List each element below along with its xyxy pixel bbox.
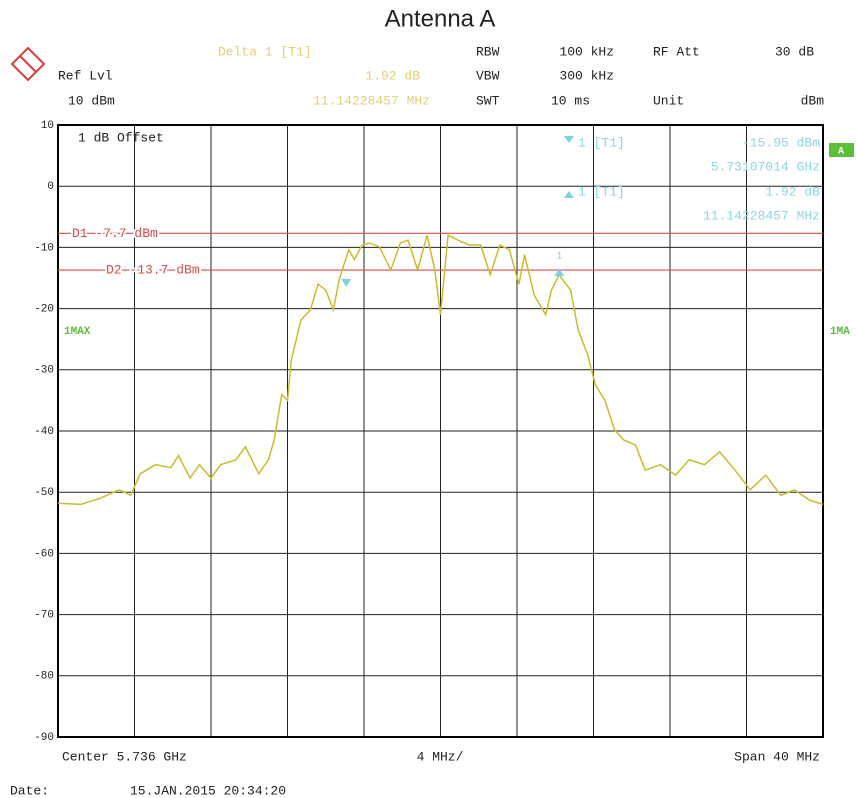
- y-tick-label: -80: [34, 671, 54, 683]
- marker-level: -15.95 dBm: [742, 135, 820, 150]
- delta-marker-freq: 11.14228457 MHz: [703, 208, 820, 223]
- rbw-value: 100 kHz: [559, 44, 614, 59]
- offset-note: 1 dB Offset: [78, 130, 164, 145]
- trace-badge: [829, 143, 854, 157]
- chart-title: Antenna A: [385, 5, 496, 32]
- logo: [10, 46, 46, 82]
- y-tick-label: -50: [34, 487, 54, 499]
- date-label: Date:: [10, 783, 49, 798]
- marker-label: 1 [T1]: [578, 135, 625, 150]
- y-tick-label: -20: [34, 304, 54, 316]
- y-tick-label: -30: [34, 365, 54, 377]
- delta-marker-level: 1.92 dB: [765, 184, 820, 199]
- center-label: Center 5.736 GHz: [62, 749, 187, 764]
- plot-frame: [57, 124, 824, 738]
- ref-value: 10 dBm: [68, 93, 115, 108]
- unit-label: Unit: [653, 93, 684, 108]
- logo-slash: [19, 55, 37, 73]
- trace: [57, 234, 824, 506]
- vbw-value: 300 kHz: [559, 68, 614, 83]
- y-tick-label: -70: [34, 610, 54, 622]
- plot-area: 10 0 -10 -20 -30 -40 -50 -60 -70 -80 -90 D1 -7.7 dB…: [34, 120, 824, 744]
- marker-tag: 1: [556, 251, 563, 263]
- delta-level: 1.92 dB: [365, 68, 420, 83]
- delta-freq: 11.14228457 MHz: [313, 93, 430, 108]
- delta-title: Delta 1 [T1]: [218, 44, 312, 59]
- delta-marker-label: 1 [T1]: [578, 184, 625, 199]
- div-label: 4 MHz/: [417, 749, 464, 764]
- trace-tag-right: 1MA: [830, 326, 850, 338]
- marker-freq: 5.73107014 GHz: [711, 159, 820, 174]
- trace-badge-label: A: [838, 147, 844, 158]
- swt-value: 10 ms: [551, 93, 590, 108]
- unit-value: dBm: [801, 93, 825, 108]
- vbw-label: VBW: [476, 68, 500, 83]
- legend-entry: 1MAX: [64, 326, 91, 338]
- rbw-label: RBW: [476, 44, 500, 59]
- att-label: RF Att: [653, 44, 700, 59]
- panel-marker-icon: [564, 136, 574, 143]
- date-value: 15.JAN.2015 20:34:20: [130, 783, 286, 798]
- y-tick-label: -90: [34, 732, 54, 744]
- span-label: Span 40 MHz: [734, 749, 820, 764]
- ref-line-label: D2 -13.7 dBm: [106, 262, 200, 277]
- swt-label: SWT: [476, 93, 500, 108]
- att-value: 30 dB: [775, 44, 814, 59]
- y-tick-label: -60: [34, 548, 54, 560]
- y-tick-label: 0: [47, 181, 54, 193]
- y-tick-label: -10: [34, 242, 54, 254]
- marker: [341, 278, 352, 287]
- y-tick-label: 10: [41, 120, 54, 132]
- ref-line-label: D1 -7.7 dBm: [72, 226, 158, 241]
- y-tick-label: -40: [34, 426, 54, 438]
- panel-delta-icon: [564, 191, 574, 198]
- marker: [554, 268, 565, 277]
- ref-label: Ref Lvl: [58, 68, 113, 83]
